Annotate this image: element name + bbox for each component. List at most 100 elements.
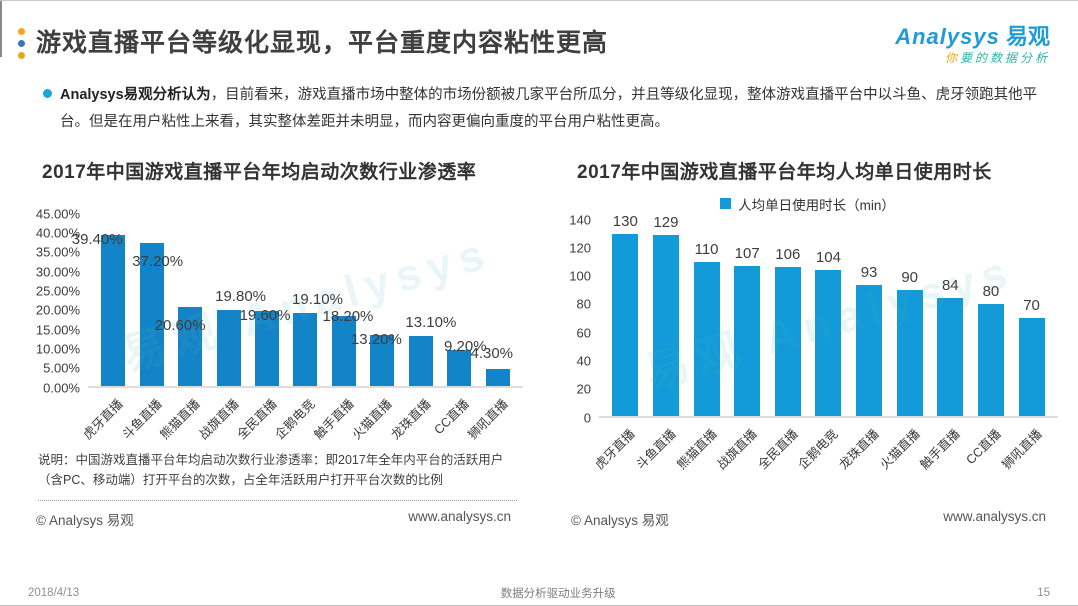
bar (1018, 317, 1045, 416)
x-axis-label: 全民直播 (234, 396, 280, 442)
x-axis-label: 熊猫直播 (674, 426, 720, 472)
bar-value-label: 13.10% (405, 313, 457, 331)
y-axis-tick: 20 (576, 381, 591, 397)
y-axis-tick: 25.00% (35, 283, 80, 299)
x-axis-label: 狮吼直播 (999, 426, 1045, 472)
bar-value-label: 84 (941, 277, 959, 294)
bar (101, 235, 126, 386)
bar-column: 9.20% CC直播 (432, 214, 487, 436)
y-axis-tick: 5.00% (43, 360, 80, 376)
bar-value-label: 20.60% (154, 316, 206, 334)
bar-value-label: 106 (775, 246, 801, 264)
y-axis: 45.00% 40.00% 35.00% 30.00% 25.00% 20.00% 15.0… (22, 206, 88, 395)
bar-value-label: 129 (653, 214, 679, 231)
bar (255, 310, 280, 386)
x-axis-label: 斗鱼直播 (633, 426, 679, 472)
bar-column: 130 虎牙直播 (593, 213, 639, 472)
website-link[interactable]: www.analysys.cn (408, 508, 511, 524)
bar-value-label: 9.20% (444, 338, 487, 356)
logo-brand-en: Analysys (895, 24, 1000, 49)
x-axis-label: 触手直播 (917, 426, 964, 472)
logo-tagline: 你要的数据分析 (944, 50, 1050, 65)
bar (734, 265, 761, 416)
bar-value-label: 90 (901, 268, 919, 286)
y-axis-tick: 140 (569, 212, 591, 228)
footer-slogan: 数据分析驱动业务升级 (500, 588, 616, 600)
bar-column: 13.10% 龙珠直播 (388, 214, 456, 442)
y-axis-tick: 40 (576, 353, 591, 369)
y-axis-tick: 60 (576, 325, 591, 341)
bar-value-label: 93 (860, 264, 878, 282)
copyright-text: © Analysys 易观 (36, 512, 134, 528)
y-axis-tick: 30.00% (35, 264, 80, 280)
bar-column: 19.10% 企鹅电竞 (273, 214, 343, 442)
y-axis-tick: 0 (583, 410, 591, 426)
bar-column: 80 CC直播 (963, 220, 1004, 467)
bar (896, 289, 923, 416)
title-bullet-dots-icon (18, 24, 25, 59)
bar-column: 18.20% 触手直播 (311, 214, 373, 442)
bullet-dot-icon (43, 88, 52, 98)
bar (937, 298, 964, 416)
bar-column: 4.30% 狮吼直播 (465, 214, 513, 442)
x-axis-label: 狮吼直播 (465, 396, 511, 442)
bar (293, 312, 318, 386)
bar (693, 261, 720, 416)
bar (370, 335, 395, 386)
y-axis-tick: 20.00% (35, 302, 80, 318)
x-axis-label: 熊猫直播 (157, 396, 203, 442)
bar-column: 110 熊猫直播 (674, 220, 720, 472)
logo-brand-cn: 易观 (1005, 24, 1050, 49)
x-axis-label: 火猫直播 (877, 426, 923, 472)
bar-value-label: 4.30% (470, 345, 514, 363)
chart-footnote: 说明：中国游戏直播平台年均启动次数行业渗透率：即2017年全年内平台的活跃用户（… (38, 450, 517, 501)
x-axis-label: 触手直播 (311, 396, 357, 442)
plot-area: 易观 Analysys 39.40% 虎牙直播 37.20% 斗鱼直播 20.60% 熊猫… (72, 214, 523, 442)
y-axis-tick: 80 (576, 296, 591, 312)
page-number: 15 (1037, 587, 1050, 599)
page-title: 游戏直播平台等级化显现，平台重度内容粘性更高 (36, 29, 609, 57)
bar-value-label: 130 (612, 212, 638, 230)
x-axis-label: 战旗直播 (714, 426, 760, 472)
bar (408, 335, 433, 386)
legend-swatch-icon (720, 198, 732, 210)
x-axis-label: 全民直播 (755, 426, 801, 472)
bar (977, 303, 1004, 416)
bar (178, 306, 203, 386)
bar-column: 90 火猫直播 (877, 220, 923, 472)
bar (856, 285, 883, 416)
x-axis-label: 企鹅电竞 (795, 426, 842, 472)
summary-body: ，目前看来，游戏直播市场中整体的市场份额被几家平台所瓜分，并且等级化显现，整体游… (60, 86, 1038, 131)
bar-column: 107 战旗直播 (715, 220, 761, 472)
bar-column: 19.80% 战旗直播 (196, 214, 266, 442)
bar-value-label: 19.60% (239, 306, 291, 324)
y-axis-tick: 40.00% (35, 225, 80, 241)
bar-column: 20.60% 熊猫直播 (155, 214, 206, 442)
bar-value-label: 104 (815, 249, 841, 266)
bar-column: 39.40% 虎牙直播 (72, 214, 126, 442)
bar-value-label: 37.20% (132, 253, 184, 271)
bar-value-label: 39.40% (71, 231, 123, 248)
bar-column: 129 斗鱼直播 (633, 214, 679, 472)
bar-value-label: 19.10% (292, 290, 343, 308)
bar-column: 13.20% 火猫直播 (350, 214, 402, 442)
bar (331, 316, 356, 386)
bar-column: 84 触手直播 (918, 220, 964, 472)
x-axis-label: 斗鱼直播 (119, 396, 165, 442)
bar-value-label: 110 (694, 240, 719, 258)
y-axis-tick: 120 (569, 240, 591, 256)
bar-value-label: 70 (1023, 296, 1040, 314)
bar (652, 235, 679, 416)
summary-lead: Analysys易观分析认为 (60, 86, 211, 103)
footer-date: 2018/4/13 (28, 587, 80, 599)
legend-label: 人均单日使用时长（min） (738, 197, 895, 213)
chart-panel-launch-penetration: 2017年中国游戏直播平台年均启动次数行业渗透率 45.00% 40.00% 35.… (22, 149, 523, 537)
bar (447, 350, 472, 386)
chart-title: 2017年中国游戏直播平台年均启动次数行业渗透率 (42, 161, 477, 183)
bar-value-label: 19.80% (215, 287, 267, 305)
bar (139, 243, 164, 386)
x-axis-label: 火猫直播 (349, 396, 396, 442)
website-link[interactable]: www.analysys.cn (943, 508, 1046, 524)
x-axis-label: 虎牙直播 (592, 426, 639, 472)
